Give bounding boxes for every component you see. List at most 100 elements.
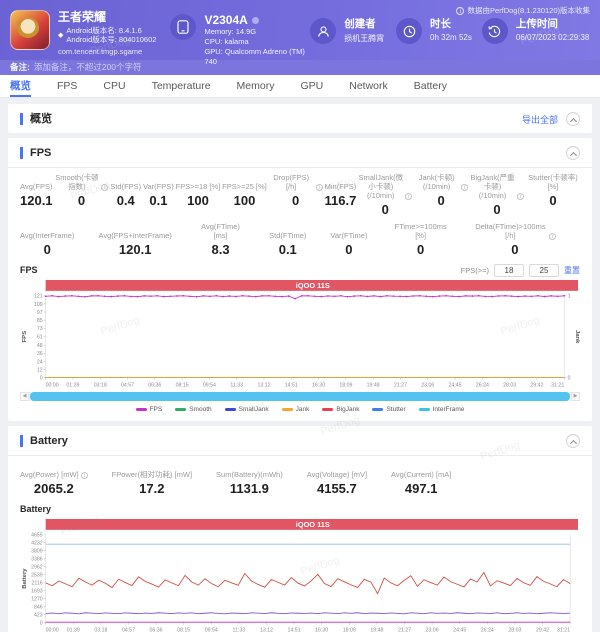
divider (8, 167, 592, 168)
svg-text:18:09: 18:09 (339, 382, 352, 388)
metric-label: FTime>=100ms [%] (394, 222, 447, 240)
metric-label: Avg(Power) [mW] i (20, 461, 88, 480)
legend-swatch (322, 407, 334, 411)
svg-text:85: 85 (37, 318, 43, 324)
legend-item-InterFrame[interactable]: InterFrame (418, 406, 464, 413)
battery-chart[interactable]: iQOO 11S 4655 4232 3809 3386 2962 2539 2116 1693… (20, 519, 580, 632)
fps-threshold-input-2[interactable] (529, 263, 559, 277)
tab-Temperature[interactable]: Temperature (151, 79, 211, 92)
game-title: 王者荣耀 (58, 10, 107, 24)
scrollbar-track[interactable] (29, 392, 571, 402)
divider (8, 455, 592, 457)
metric-label: Smooth(卡顿指数) i (54, 173, 109, 191)
creator-icon (310, 18, 337, 44)
svg-text:19:48: 19:48 (367, 382, 380, 388)
collapse-overview-button[interactable] (566, 112, 580, 126)
metric-label: Jank(卡顿) (/10min) i (414, 173, 469, 191)
info-icon[interactable]: i (101, 184, 109, 191)
metric-label: Avg(Current) [mA] (391, 470, 452, 480)
info-icon[interactable]: i (405, 193, 413, 200)
fps-chart-legend: FPS Smooth SmallJank Jank BigJank Stutter Inte… (20, 404, 580, 414)
tab-FPS[interactable]: FPS (57, 79, 78, 92)
metric-label: FPower(相对功耗) [mW] (111, 470, 193, 480)
game-icon (10, 10, 50, 50)
svg-text:1270: 1270 (31, 597, 43, 603)
svg-text:846: 846 (34, 605, 43, 611)
metric: Stutter(卡顿率) [%] 0 (526, 173, 580, 217)
upload-time-icon (481, 18, 508, 44)
overview-title: 概览 (20, 113, 52, 125)
overview-card: 概览 导出全部 (8, 104, 592, 133)
svg-text:16:30: 16:30 (315, 628, 328, 632)
tab-GPU[interactable]: GPU (300, 79, 324, 92)
metric-value: 0 (437, 193, 445, 208)
svg-text:09:54: 09:54 (205, 628, 218, 632)
legend-item-FPS[interactable]: FPS (135, 406, 162, 413)
svg-text:04:57: 04:57 (122, 628, 135, 632)
svg-text:97: 97 (37, 310, 43, 316)
tab-CPU[interactable]: CPU (103, 79, 126, 92)
metric-value: 0 (43, 242, 51, 257)
fps-threshold-label: FPS(>=) (460, 265, 489, 275)
legend-item-Jank[interactable]: Jank (281, 405, 310, 413)
reset-button[interactable]: 重置 (564, 265, 580, 275)
scrollbar-thumb[interactable] (30, 392, 570, 402)
metric-value: 0 (345, 242, 353, 257)
export-all-link[interactable]: 导出全部 (521, 114, 558, 125)
metric-value: 0 (511, 242, 519, 257)
svg-text:24:45: 24:45 (449, 382, 462, 388)
info-icon: i (456, 6, 465, 15)
tab-概览[interactable]: 概览 (10, 75, 31, 97)
collapse-battery-button[interactable] (566, 434, 580, 449)
metric: Jank(卡顿) (/10min) i 0 (414, 173, 469, 217)
svg-text:03:18: 03:18 (94, 628, 107, 632)
metric-value: 497.1 (404, 481, 438, 497)
legend-label: Jank (295, 405, 310, 413)
scroll-right-button[interactable]: ▶ (571, 392, 580, 402)
fps-chart-label: FPS (20, 265, 38, 275)
svg-text:0: 0 (568, 376, 571, 382)
svg-text:121: 121 (34, 294, 43, 300)
legend-swatch (135, 407, 147, 411)
tab-Memory[interactable]: Memory (236, 79, 275, 92)
metric: Avg(Power) [mW] i 2065.2 (20, 461, 88, 496)
device-memory: Memory: 14.9G (204, 27, 257, 36)
info-icon[interactable]: i (80, 472, 88, 480)
phone-icon (170, 14, 197, 40)
metric-label: Delta(FTime)>100ms [/h] i (474, 222, 556, 240)
duration-value: 0h 32m 52s (430, 33, 472, 42)
android-version-code: Android版本号: 804010602 (66, 35, 157, 44)
section-tabs: 概览 FPS CPU Temperature Memory GPU Network Batte… (0, 75, 600, 98)
info-icon[interactable]: i (517, 193, 525, 200)
svg-text:1: 1 (568, 294, 571, 300)
metric-label: Avg(FPS+InterFrame) (98, 231, 172, 240)
svg-text:14:51: 14:51 (288, 628, 301, 632)
device-info-icon[interactable] (251, 17, 259, 24)
info-icon[interactable]: i (315, 184, 323, 191)
tab-Network[interactable]: Network (349, 79, 388, 92)
metric-label: FPS>=25 [%] (222, 182, 267, 191)
metric: Min(FPS) 116.7 (325, 173, 357, 217)
metric: Avg(Voltage) [mV] 4155.7 (307, 461, 367, 496)
info-icon[interactable]: i (461, 184, 469, 191)
legend-item-BigJank[interactable]: BigJank (322, 406, 359, 413)
legend-item-Stutter[interactable]: Stutter (372, 406, 406, 413)
metric-label: Sum(Battery)(mWh) (216, 470, 283, 480)
fps-threshold-input-1[interactable] (494, 263, 524, 277)
legend-item-SmallJank[interactable]: SmallJank (224, 406, 269, 413)
svg-text:00:00: 00:00 (46, 382, 59, 388)
legend-swatch (281, 407, 293, 411)
remark-bar[interactable]: 备注: 添加备注，不超过200个字符 (0, 60, 600, 75)
collapse-fps-button[interactable] (566, 146, 580, 160)
svg-text:11:33: 11:33 (230, 382, 243, 388)
svg-text:0: 0 (40, 376, 43, 382)
scroll-left-button[interactable]: ◀ (20, 392, 29, 402)
svg-text:4655: 4655 (31, 533, 43, 539)
tab-Battery[interactable]: Battery (413, 79, 448, 92)
svg-text:18:09: 18:09 (343, 628, 356, 632)
info-icon[interactable]: i (549, 233, 556, 240)
fps-card: FPS Avg(FPS) 120.1 Smooth(卡顿指数) i 0 Std(FPS) 0… (8, 138, 592, 422)
legend-item-Smooth[interactable]: Smooth (175, 406, 212, 413)
upload-time-value: 06/07/2023 02:29:38 (515, 33, 590, 42)
